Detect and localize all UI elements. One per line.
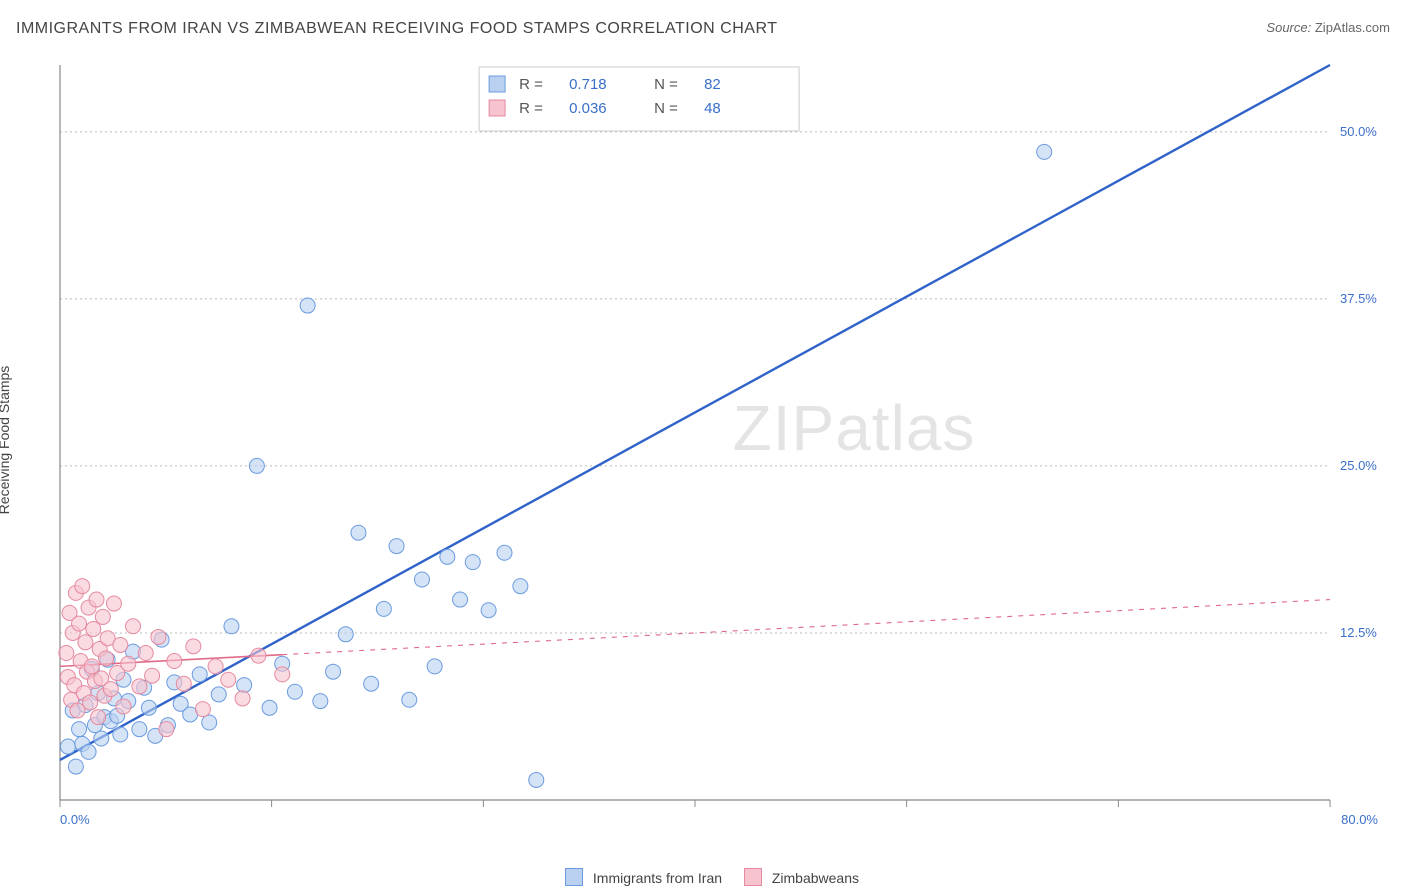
chart-area: 12.5% 25.0% 37.5% 50.0% 0.0% 80.0% ZIPatlas R =…	[50, 55, 1390, 845]
data-point-iran	[202, 715, 217, 730]
data-point-zimbabwe	[132, 679, 147, 694]
data-point-zimbabwe	[208, 659, 223, 674]
stats-r-label: R =	[519, 100, 543, 117]
data-point-iran	[237, 678, 252, 693]
page-title: IMMIGRANTS FROM IRAN VS ZIMBABWEAN RECEI…	[16, 20, 778, 37]
data-point-iran	[529, 772, 544, 787]
stats-n-label: N =	[654, 100, 678, 117]
data-point-zimbabwe	[103, 682, 118, 697]
stats-n-value: 82	[704, 76, 721, 93]
y-axis-label: Receiving Food Stamps	[0, 366, 12, 515]
data-point-zimbabwe	[75, 579, 90, 594]
data-point-iran	[389, 539, 404, 554]
data-point-iran	[453, 592, 468, 607]
legend-swatch-iran	[565, 868, 583, 886]
data-point-zimbabwe	[121, 656, 136, 671]
source-label: Source:	[1266, 20, 1311, 35]
y-tick-label: 50.0%	[1340, 124, 1377, 139]
data-point-iran	[313, 694, 328, 709]
data-point-iran	[262, 700, 277, 715]
bottom-legend: Immigrants from Iran Zimbabweans	[0, 868, 1406, 886]
data-point-zimbabwe	[99, 651, 114, 666]
data-point-iran	[497, 545, 512, 560]
data-point-zimbabwe	[78, 635, 93, 650]
data-point-zimbabwe	[91, 710, 106, 725]
data-point-zimbabwe	[138, 646, 153, 661]
data-point-zimbabwe	[145, 668, 160, 683]
data-point-iran	[338, 627, 353, 642]
data-point-iran	[414, 572, 429, 587]
data-point-iran	[465, 555, 480, 570]
data-point-iran	[211, 687, 226, 702]
data-point-zimbabwe	[186, 639, 201, 654]
data-point-iran	[376, 601, 391, 616]
legend-label-zimbabwe: Zimbabweans	[772, 870, 859, 886]
data-point-iran	[427, 659, 442, 674]
stats-n-value: 48	[704, 100, 721, 117]
data-point-iran	[94, 731, 109, 746]
stats-swatch	[489, 100, 505, 116]
data-point-iran	[513, 579, 528, 594]
data-point-zimbabwe	[72, 616, 87, 631]
legend-label-iran: Immigrants from Iran	[593, 870, 722, 886]
data-point-iran	[481, 603, 496, 618]
data-point-zimbabwe	[251, 648, 266, 663]
data-point-zimbabwe	[95, 609, 110, 624]
data-point-iran	[402, 692, 417, 707]
stats-swatch	[489, 76, 505, 92]
data-point-iran	[60, 739, 75, 754]
watermark: ZIPatlas	[733, 392, 976, 464]
data-point-zimbabwe	[235, 691, 250, 706]
data-point-iran	[141, 700, 156, 715]
data-point-zimbabwe	[106, 596, 121, 611]
data-point-iran	[68, 759, 83, 774]
data-point-iran	[287, 684, 302, 699]
data-point-zimbabwe	[83, 695, 98, 710]
data-point-zimbabwe	[167, 654, 182, 669]
data-point-iran	[1037, 144, 1052, 159]
data-point-iran	[351, 525, 366, 540]
stats-r-value: 0.036	[569, 100, 607, 117]
scatter-chart: 12.5% 25.0% 37.5% 50.0% 0.0% 80.0% ZIPatlas R =…	[50, 55, 1390, 845]
data-point-zimbabwe	[113, 637, 128, 652]
data-point-zimbabwe	[195, 702, 210, 717]
data-point-zimbabwe	[275, 667, 290, 682]
source-value: ZipAtlas.com	[1315, 20, 1390, 35]
data-point-zimbabwe	[159, 722, 174, 737]
stats-r-value: 0.718	[569, 76, 607, 93]
data-point-iran	[364, 676, 379, 691]
y-tick-label: 37.5%	[1340, 291, 1377, 306]
data-point-zimbabwe	[126, 619, 141, 634]
data-point-iran	[132, 722, 147, 737]
y-tick-label: 25.0%	[1340, 458, 1377, 473]
data-point-zimbabwe	[89, 592, 104, 607]
data-point-iran	[192, 667, 207, 682]
data-point-iran	[113, 727, 128, 742]
data-point-zimbabwe	[221, 672, 236, 687]
data-point-zimbabwe	[59, 646, 74, 661]
trend-line-zimbabwe-extrapolated	[282, 600, 1330, 655]
stats-r-label: R =	[519, 76, 543, 93]
data-point-iran	[326, 664, 341, 679]
data-point-iran	[81, 744, 96, 759]
data-point-iran	[72, 722, 87, 737]
x-start-label: 0.0%	[60, 812, 90, 827]
x-end-label: 80.0%	[1341, 812, 1378, 827]
data-point-iran	[249, 458, 264, 473]
stats-n-label: N =	[654, 76, 678, 93]
data-point-iran	[224, 619, 239, 634]
data-point-zimbabwe	[116, 699, 131, 714]
source-attribution: Source: ZipAtlas.com	[1266, 20, 1390, 35]
y-tick-label: 12.5%	[1340, 625, 1377, 640]
data-point-zimbabwe	[86, 621, 101, 636]
data-point-iran	[440, 549, 455, 564]
data-point-zimbabwe	[176, 676, 191, 691]
data-point-iran	[300, 298, 315, 313]
data-point-zimbabwe	[84, 659, 99, 674]
data-point-zimbabwe	[151, 629, 166, 644]
legend-swatch-zimbabwe	[744, 868, 762, 886]
